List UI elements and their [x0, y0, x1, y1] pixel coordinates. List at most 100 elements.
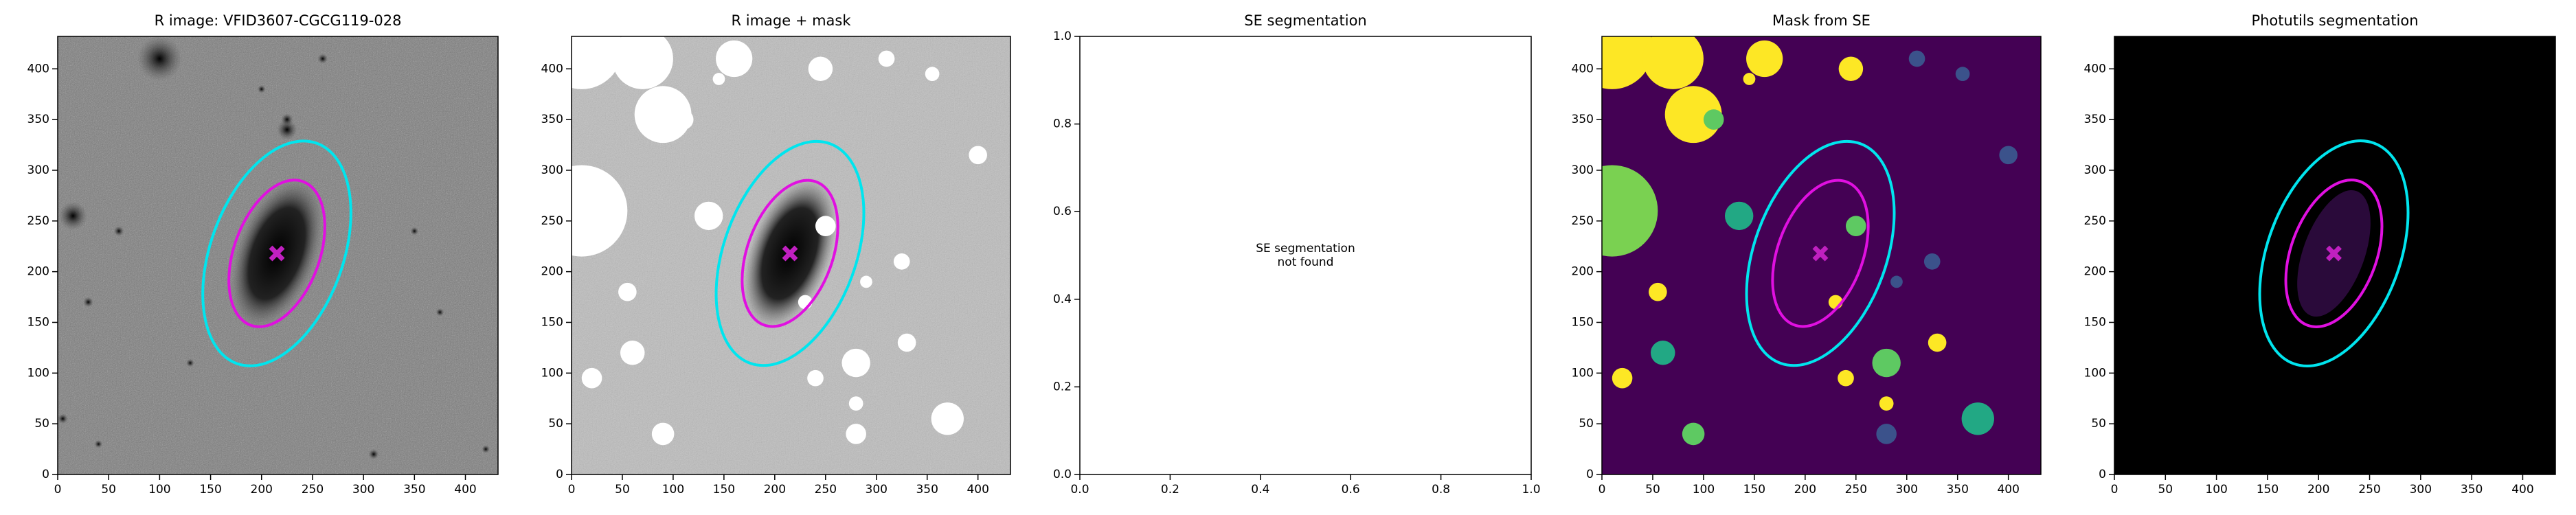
mask-region — [716, 40, 753, 78]
axes-frame — [1079, 36, 1532, 475]
y-tick-label: 150 — [1572, 315, 1594, 329]
outer-ellipse — [1745, 139, 1896, 367]
y-tick-label: 0 — [556, 468, 563, 481]
x-tick-label: 50 — [615, 483, 630, 496]
axes-frame — [2114, 36, 2556, 475]
mask-region — [848, 396, 863, 411]
x-tick-label: 150 — [1743, 483, 1765, 496]
mask-region — [925, 67, 940, 81]
plot-area — [572, 36, 1010, 474]
segment — [1928, 333, 1947, 352]
segment — [1955, 67, 1970, 81]
panel-title: R image: VFID3607-CGCG119-028 — [155, 12, 402, 29]
y-tick-label: 300 — [2084, 163, 2106, 177]
x-tick-label: 150 — [2257, 483, 2279, 496]
x-tick-label: 150 — [713, 483, 735, 496]
segment — [1890, 275, 1903, 288]
x-tick-label: 100 — [2205, 483, 2227, 496]
y-tick-label: 0 — [42, 468, 49, 481]
x-tick-label: 400 — [967, 483, 988, 496]
y-tick-label: 200 — [2084, 265, 2106, 279]
panel-title: SE segmentation — [1244, 12, 1366, 29]
segment — [1612, 367, 1633, 389]
mask-region — [893, 253, 910, 270]
y-tick-label: 1.0 — [1053, 30, 1072, 43]
x-tick-label: 0 — [568, 483, 576, 496]
x-tick-label: 350 — [2461, 483, 2483, 496]
x-tick-label: 300 — [1896, 483, 1918, 496]
y-tick-label: 400 — [27, 62, 49, 76]
y-tick-label: 200 — [1572, 265, 1594, 279]
annotation: not found — [1278, 255, 1334, 269]
star — [482, 445, 490, 454]
star — [94, 439, 103, 448]
y-tick-label: 250 — [27, 214, 49, 228]
mask-region — [815, 216, 836, 236]
y-tick-label: 350 — [27, 113, 49, 126]
y-tick-label: 150 — [541, 315, 563, 329]
x-tick-label: 0 — [54, 483, 62, 496]
plot-area — [1602, 36, 2041, 474]
x-tick-label: 0 — [2111, 483, 2119, 496]
segment — [1602, 165, 1658, 257]
segment — [1602, 36, 1653, 89]
y-tick-label: 100 — [1572, 366, 1594, 380]
axes-frame — [571, 36, 1011, 475]
panel: R image + mask 0 50 100 150 200 250 300 350 400 0 5… — [541, 12, 1011, 496]
annotation: SE segmentation — [1256, 242, 1355, 255]
segment — [1908, 50, 1925, 67]
segment — [1743, 73, 1756, 85]
y-tick-label: 350 — [541, 113, 563, 126]
outer-ellipse — [2258, 139, 2410, 368]
mask-region — [651, 422, 675, 446]
y-tick-label: 100 — [27, 366, 49, 380]
y-tick-label: 350 — [2084, 113, 2106, 126]
x-tick-label: 50 — [1645, 483, 1660, 496]
star — [113, 226, 124, 236]
center-marker — [2326, 245, 2342, 262]
mask-region — [634, 86, 692, 144]
panel-title: Photutils segmentation — [2251, 12, 2418, 29]
axes-frame — [57, 36, 499, 475]
outer-ellipse — [201, 139, 352, 367]
segment — [1846, 216, 1866, 236]
mask-region — [897, 333, 916, 352]
x-tick-label: 350 — [403, 483, 425, 496]
y-tick-label: 300 — [1572, 163, 1594, 177]
segment — [1923, 253, 1941, 270]
axes-frame — [1601, 36, 2042, 475]
mask-region — [620, 341, 645, 365]
segment — [1682, 422, 1705, 446]
center-marker — [782, 245, 798, 262]
x-tick-label: 1.0 — [1522, 483, 1540, 496]
mask-region — [931, 402, 964, 435]
panel: Mask from SE 0 50 100 150 200 250 300 350 400 0 50 1… — [1572, 12, 2042, 496]
inner-ellipse — [227, 179, 326, 328]
panel: R image: VFID3607-CGCG119-028 0 50 100 150 20… — [27, 12, 499, 496]
segment — [1961, 402, 1994, 435]
segment — [1876, 424, 1897, 444]
y-tick-label: 300 — [541, 163, 563, 177]
x-tick-label: 200 — [1794, 483, 1816, 496]
y-tick-label: 0.6 — [1053, 205, 1072, 218]
y-tick-label: 350 — [1572, 113, 1594, 126]
segment — [1642, 36, 1704, 89]
x-tick-label: 200 — [764, 483, 786, 496]
x-tick-label: 250 — [302, 483, 324, 496]
y-tick-label: 0 — [1586, 468, 1594, 481]
segment — [1838, 56, 1864, 82]
y-tick-label: 50 — [34, 417, 49, 431]
x-tick-label: 300 — [866, 483, 888, 496]
x-tick-label: 300 — [2410, 483, 2432, 496]
y-tick-label: 0.8 — [1053, 117, 1072, 131]
x-tick-label: 0.4 — [1251, 483, 1269, 496]
segment — [1746, 40, 1783, 78]
mask-region — [694, 201, 723, 231]
star — [83, 297, 93, 308]
x-tick-label: 0 — [1598, 483, 1606, 496]
plot-area — [58, 36, 498, 474]
x-tick-label: 50 — [101, 483, 116, 496]
panel: Photutils segmentation 0 50 100 150 200 250 300… — [2084, 12, 2556, 496]
inner-ellipse — [1771, 179, 1870, 328]
